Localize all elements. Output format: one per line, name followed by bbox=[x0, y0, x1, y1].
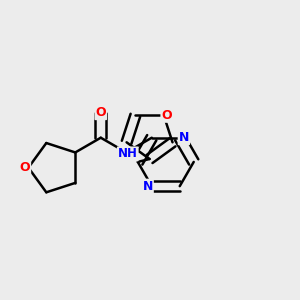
Text: O: O bbox=[20, 161, 30, 174]
Text: N: N bbox=[179, 131, 189, 144]
Text: N: N bbox=[142, 180, 153, 193]
Text: NH: NH bbox=[118, 147, 138, 161]
Text: O: O bbox=[161, 109, 172, 122]
Text: O: O bbox=[95, 106, 106, 119]
